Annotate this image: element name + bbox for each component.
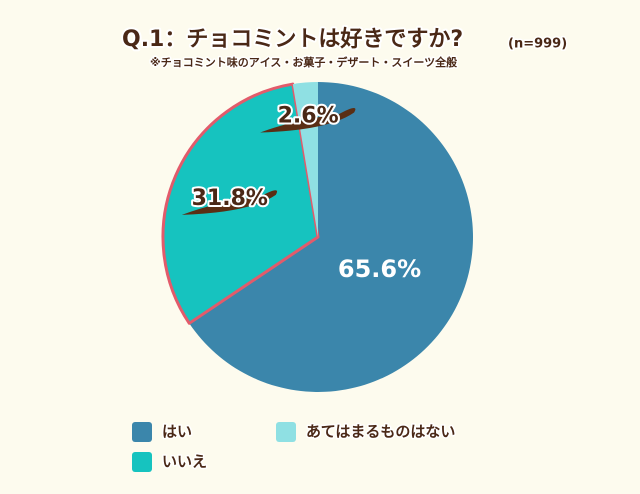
data-label: 31.8%	[192, 186, 268, 211]
legend-label: はい	[162, 423, 192, 441]
sample-size: (n=999)	[508, 37, 567, 52]
label-swoosh	[181, 190, 278, 215]
chart-subtitle: ※チョコミント味のアイス・お菓子・デザート・スイーツ全般	[150, 55, 457, 69]
legend-swatch	[132, 452, 152, 472]
data-label: 2.6%	[278, 104, 339, 129]
chart-title: Q.1：チョコミントは好きですか?	[122, 26, 463, 52]
legend-label: あてはまるものはない	[306, 423, 455, 441]
legend-swatch	[132, 422, 152, 442]
data-label: 65.6%	[338, 255, 421, 283]
legend-swatch	[276, 422, 296, 442]
legend-label: いいえ	[162, 453, 207, 471]
pie-slice	[189, 82, 473, 392]
label-swoosh	[260, 107, 356, 133]
